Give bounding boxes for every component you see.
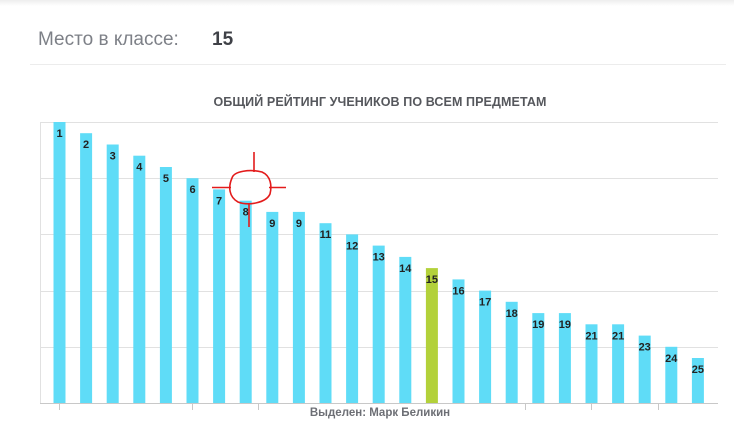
bar-rank-label: 7 (216, 195, 222, 207)
bar-rank-label: 19 (559, 319, 571, 331)
student-bar (80, 133, 93, 403)
class-place-label: Место в классе: (38, 29, 179, 50)
bar-rank-label: 2 (83, 139, 89, 151)
student-bar (532, 313, 545, 403)
student-bar (266, 211, 279, 403)
student-bar (372, 245, 385, 403)
student-bar (691, 358, 704, 403)
highlighted-student-label: Выделен: Марк Беликин (309, 407, 451, 419)
student-bar (186, 178, 199, 403)
bar-rank-label: 9 (269, 218, 275, 230)
bar-rank-label: 25 (692, 364, 704, 376)
red-circle-annotation (228, 169, 272, 205)
highlighted-student-bar (425, 268, 438, 403)
student-bar (585, 324, 598, 403)
bar-rank-label: 1 (56, 128, 62, 140)
student-bar (399, 256, 412, 403)
student-bar (213, 189, 226, 403)
student-bar (638, 335, 651, 403)
bar-rank-label: 14 (399, 263, 412, 275)
bar-rank-label: 19 (532, 319, 544, 331)
bar-rank-label: 16 (452, 285, 464, 297)
bar-rank-label: 21 (585, 330, 597, 342)
student-bar (239, 200, 252, 403)
student-bar (452, 279, 465, 403)
bar-rank-label: 3 (110, 151, 116, 163)
bar-rank-label: 4 (136, 162, 143, 174)
student-bar (106, 144, 119, 403)
student-bar (292, 211, 305, 403)
bar-rank-label: 6 (189, 184, 195, 196)
bar-rank-label: 17 (479, 297, 491, 309)
class-place-row: Место в классе: 15 (38, 28, 233, 52)
bar-rank-label: 23 (639, 342, 651, 354)
header-divider (30, 64, 726, 65)
bar-rank-label: 18 (506, 308, 518, 320)
bar-rank-label: 5 (163, 173, 169, 185)
bar-rank-label: 21 (612, 330, 624, 342)
bar-rank-label: 8 (243, 207, 249, 219)
student-bar (505, 301, 518, 403)
class-place-value: 15 (212, 29, 234, 50)
student-bar (665, 346, 678, 403)
student-bar (612, 324, 625, 403)
student-bar (479, 290, 492, 403)
student-bar (346, 234, 359, 403)
bar-rank-label: 12 (346, 240, 358, 252)
chart-title: ОБЩИЙ РЕЙТИНГ УЧЕНИКОВ ПО ВСЕМ ПРЕДМЕТАМ (213, 95, 547, 109)
bar-rank-label: 15 (426, 274, 438, 286)
student-bar (53, 122, 66, 403)
top-shadow (0, 0, 734, 6)
student-bar (133, 155, 146, 403)
student-bar (159, 167, 172, 403)
bar-rank-label: 9 (296, 218, 302, 230)
bar-rank-label: 11 (320, 229, 332, 241)
bar-rank-label: 24 (665, 353, 678, 365)
student-bar (319, 223, 332, 403)
student-bar (558, 313, 571, 403)
bar-rank-label: 13 (373, 252, 385, 264)
